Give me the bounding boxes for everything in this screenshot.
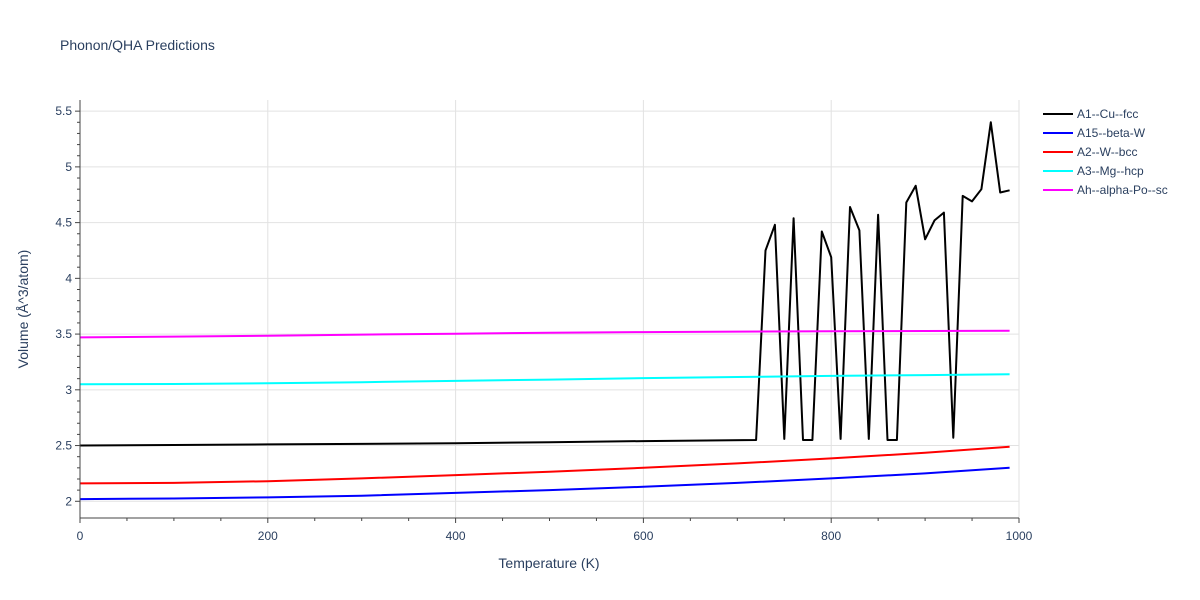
x-tick-label: 400 <box>446 529 466 543</box>
series-line-a3-mg-hcp <box>79 373 1010 386</box>
axes: 0 200 400 600 800 1000 2 2.5 3 3.5 4 4.5 5 5.5 <box>55 100 1033 543</box>
series-line-a2-w-bcc <box>79 445 1010 485</box>
legend[interactable]: A1--Cu--fcc A15--beta-W A2--W--bcc A3--Mg--… <box>1043 107 1168 197</box>
y-tick-label: 5.5 <box>55 104 72 118</box>
legend-item[interactable]: A2--W--bcc <box>1043 145 1137 159</box>
y-tick-label: 2 <box>65 494 72 508</box>
x-tick-label: 200 <box>258 529 278 543</box>
x-tick-label: 600 <box>633 529 653 543</box>
y-tick-label: 2.5 <box>55 439 72 453</box>
plot-area <box>79 121 1010 501</box>
chart-title: Phonon/QHA Predictions <box>60 37 215 53</box>
legend-item[interactable]: A15--beta-W <box>1043 126 1146 140</box>
y-tick-label: 3.5 <box>55 327 72 341</box>
x-tick-label: 0 <box>77 529 84 543</box>
legend-item[interactable]: A1--Cu--fcc <box>1043 107 1138 121</box>
series-line-ah-alpha-po-sc <box>79 329 1010 339</box>
legend-item[interactable]: Ah--alpha-Po--sc <box>1043 183 1168 197</box>
legend-label: A15--beta-W <box>1077 126 1146 140</box>
grid <box>79 100 1020 518</box>
x-axis-title: Temperature (K) <box>498 555 599 571</box>
y-tick-label: 3 <box>65 383 72 397</box>
x-tick-label: 800 <box>821 529 841 543</box>
series-line-a1-cu-fcc <box>79 121 1010 447</box>
legend-label: A1--Cu--fcc <box>1077 107 1138 121</box>
series-line-a15-beta-w <box>79 466 1010 501</box>
y-tick-label: 4 <box>65 271 72 285</box>
legend-label: A2--W--bcc <box>1077 145 1137 159</box>
legend-label: Ah--alpha-Po--sc <box>1077 183 1168 197</box>
legend-item[interactable]: A3--Mg--hcp <box>1043 164 1144 178</box>
y-tick-label: 5 <box>65 160 72 174</box>
y-tick-label: 4.5 <box>55 216 72 230</box>
x-tick-label: 1000 <box>1006 529 1033 543</box>
legend-label: A3--Mg--hcp <box>1077 164 1144 178</box>
y-axis-title: Volume (Å^3/atom) <box>15 250 31 369</box>
